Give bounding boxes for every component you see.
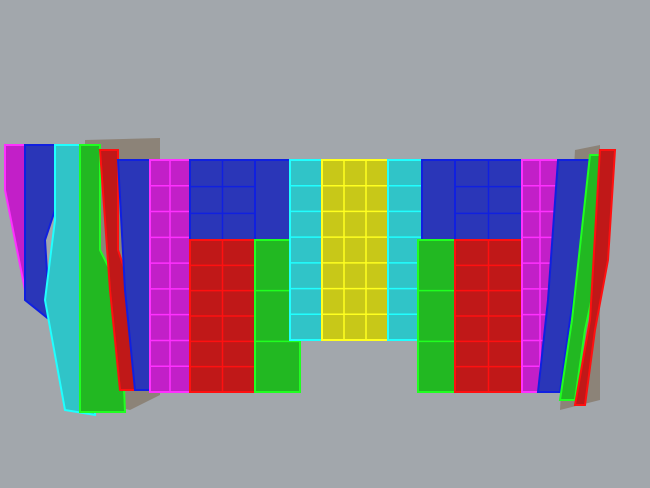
panel-column-green	[417, 239, 456, 393]
panel-column-cyan	[387, 159, 423, 341]
panel-facade-model	[4, 138, 617, 417]
panel-column-blue-top	[254, 159, 291, 241]
panel-column-cyan	[289, 159, 323, 341]
panel-strip-right-3	[573, 149, 617, 406]
panel-column-yellow	[321, 159, 389, 341]
panel-column-blue-top	[421, 159, 456, 241]
